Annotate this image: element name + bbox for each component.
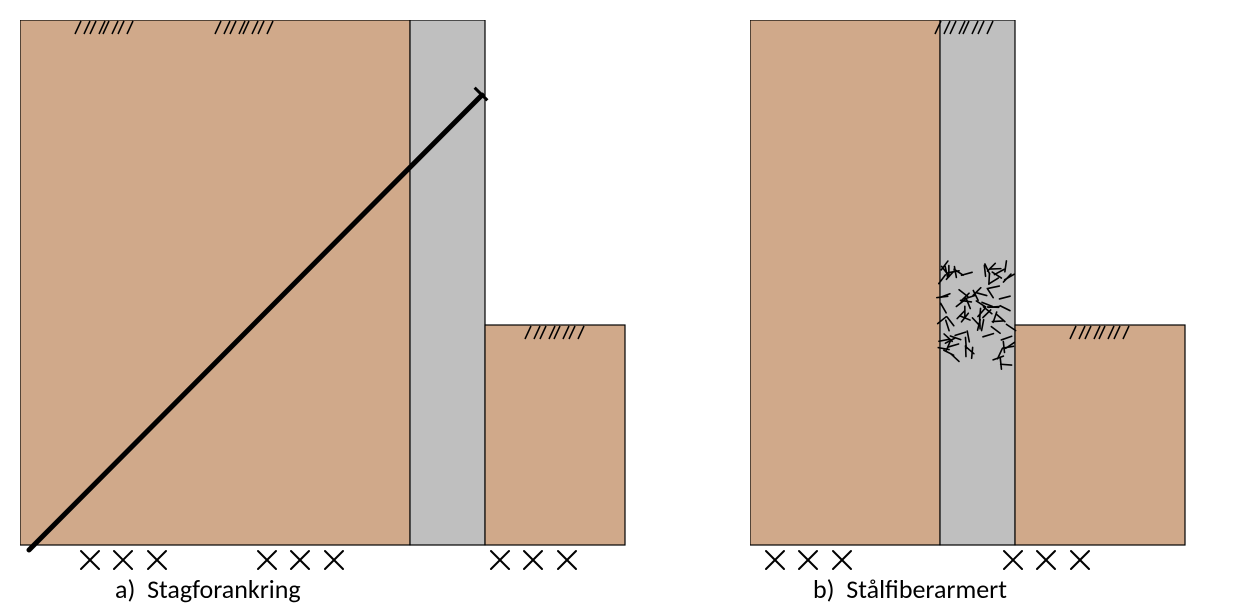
caption-a: a) Stagforankring: [115, 573, 301, 605]
caption-b: b) Stålfiberarmert: [813, 573, 1007, 605]
panel-a-svg: [20, 20, 630, 585]
panel-b-svg: [750, 20, 1190, 585]
